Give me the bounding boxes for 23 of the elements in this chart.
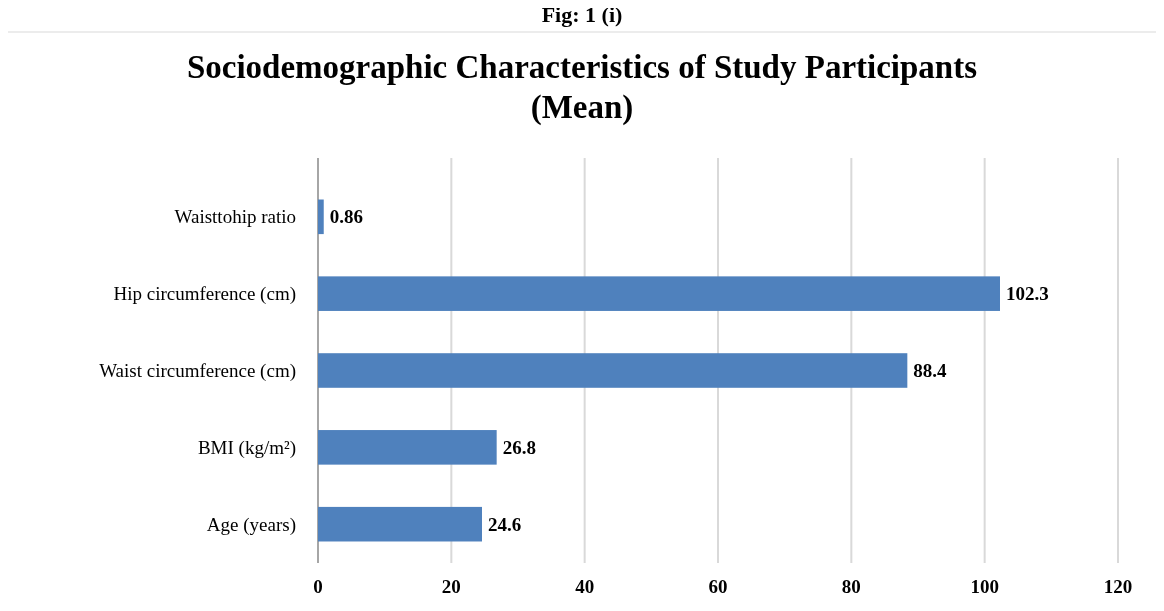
x-tick-label: 100 <box>970 576 999 597</box>
bar <box>318 430 497 465</box>
y-tick-label: Hip circumference (cm) <box>113 283 296 306</box>
y-tick-label: Age (years) <box>206 513 296 536</box>
data-label: 102.3 <box>1006 283 1049 305</box>
data-label: 24.6 <box>488 513 522 535</box>
x-tick-label: 0 <box>313 576 323 597</box>
x-tick-label: 80 <box>841 576 861 597</box>
x-tick-label: 40 <box>575 576 595 597</box>
y-tick-label: Waisttohip ratio <box>174 206 296 228</box>
bar <box>318 353 908 388</box>
y-tick-label: Waist circumference (cm) <box>99 360 296 383</box>
data-label: 26.8 <box>502 437 536 458</box>
bar <box>318 506 482 542</box>
bar <box>318 276 1000 311</box>
x-tick-label: 60 <box>708 576 728 597</box>
x-tick-label: 120 <box>1103 576 1133 597</box>
y-tick-label: BMI (kg/m²) <box>197 437 296 459</box>
data-label: 88.4 <box>913 360 948 382</box>
chart-title: Sociodemographic Characteristics of Study Participants (Mean) <box>186 49 978 126</box>
data-label: 0.86 <box>329 206 363 228</box>
x-tick-label: 20 <box>441 576 461 597</box>
bar <box>318 199 324 235</box>
